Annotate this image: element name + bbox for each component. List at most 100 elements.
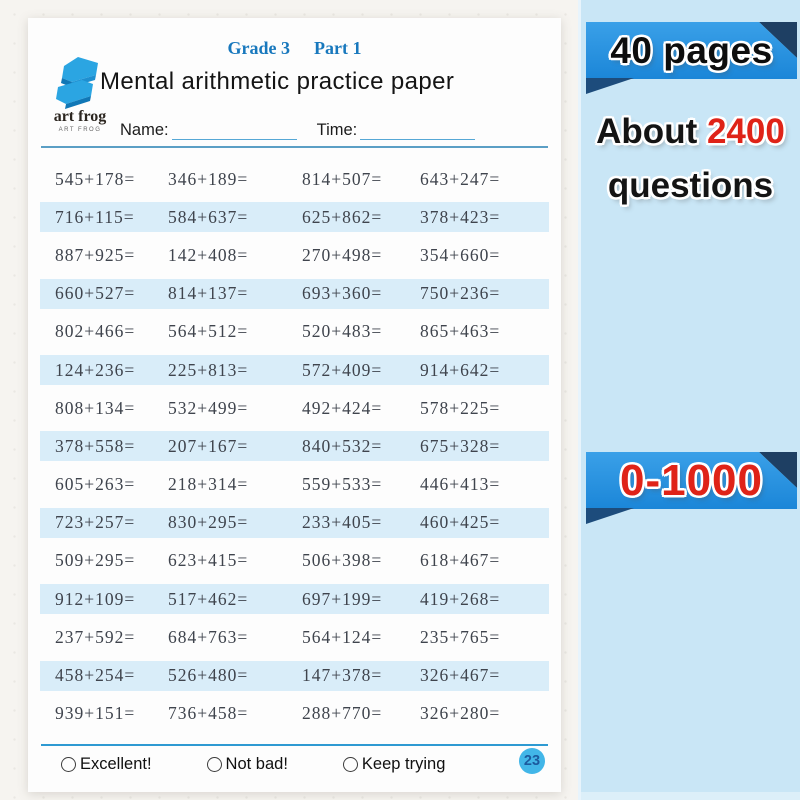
- equation-row: 716+115= 584+637= 625+862= 378+423=: [40, 198, 549, 237]
- question-count: 2400: [706, 112, 785, 151]
- equation-grid: 545+178= 346+189= 814+507= 643+247= 716+…: [40, 160, 549, 733]
- art-frog-logo-icon: [56, 57, 98, 109]
- name-blank-line: [171, 123, 297, 140]
- self-rating-row: Excellent! Not bad! Keep trying: [41, 744, 548, 774]
- equation: 506+398=: [302, 550, 383, 571]
- rating-option: Keep trying: [342, 755, 446, 774]
- equation: 830+295=: [168, 512, 249, 533]
- equation: 559+533=: [302, 474, 383, 495]
- grade-part-heading: Grade 3 Part 1: [28, 38, 561, 59]
- worksheet-page: Grade 3 Part 1 Mental arithmetic practice…: [28, 18, 561, 792]
- equation: 939+151=: [55, 703, 136, 724]
- rating-label: Excellent!: [80, 755, 152, 773]
- ribbon-bottom-fold: [586, 508, 634, 524]
- time-field: Time:: [317, 121, 476, 140]
- equation: 532+499=: [168, 397, 249, 418]
- equation: 814+507=: [302, 168, 383, 189]
- about-questions-line2: questions: [607, 166, 774, 205]
- equation-row: 660+527= 814+137= 693+360= 750+236=: [40, 274, 549, 313]
- equation: 693+360=: [302, 283, 383, 304]
- equation: 225+813=: [168, 359, 249, 380]
- equation: 270+498=: [302, 244, 383, 265]
- equation: 147+378=: [302, 665, 383, 686]
- circle-checkbox-icon: [342, 757, 358, 772]
- equation: 235+765=: [420, 626, 501, 647]
- name-field: Name:: [120, 121, 297, 140]
- rating-label: Not bad!: [225, 755, 288, 773]
- equation: 660+527=: [55, 283, 136, 304]
- equation: 354+660=: [420, 244, 501, 265]
- equation: 564+512=: [168, 321, 249, 342]
- equation: 578+225=: [420, 397, 501, 418]
- equation: 509+295=: [55, 550, 136, 571]
- equation-row: 378+558= 207+167= 840+532= 675+328=: [40, 427, 549, 466]
- equation: 623+415=: [168, 550, 249, 571]
- brand-block: art frog ART FROG: [42, 108, 118, 133]
- ribbon-bottom-fold: [586, 78, 634, 94]
- equation: 326+280=: [420, 703, 501, 724]
- equation: 233+405=: [302, 512, 383, 533]
- equation: 237+592=: [55, 626, 136, 647]
- equation-row: 605+263= 218+314= 559+533= 446+413=: [40, 466, 549, 504]
- part-label: Part 1: [314, 38, 362, 58]
- name-time-row: Name: Time:: [28, 121, 561, 140]
- brand-name: art frog: [53, 108, 107, 125]
- equation: 912+109=: [55, 588, 136, 609]
- rating-label: Keep trying: [361, 755, 446, 773]
- equation: 218+314=: [168, 474, 249, 495]
- rating-option: Excellent!: [61, 755, 152, 774]
- equation: 419+268=: [420, 588, 501, 609]
- ribbon-band: 40 pages: [586, 22, 797, 79]
- equation: 605+263=: [55, 474, 136, 495]
- equation: 584+637=: [168, 206, 249, 227]
- brand-subtext: ART FROG: [58, 127, 102, 133]
- time-label: Time:: [316, 121, 358, 139]
- name-label: Name:: [120, 121, 169, 139]
- equation: 716+115=: [55, 206, 135, 227]
- equation: 684+763=: [168, 626, 249, 647]
- time-blank-line: [360, 123, 476, 140]
- equation: 378+558=: [55, 435, 136, 456]
- equation: 675+328=: [420, 435, 501, 456]
- circle-checkbox-icon: [61, 757, 76, 772]
- pages-banner-text: 40 pages: [610, 29, 773, 71]
- equation: 625+862=: [302, 206, 383, 227]
- equation: 378+423=: [420, 206, 501, 227]
- equation-row: 912+109= 517+462= 697+199= 419+268=: [40, 580, 549, 619]
- equation: 697+199=: [302, 588, 383, 609]
- equation-row: 458+254= 526+480= 147+378= 326+467=: [40, 656, 549, 695]
- equation: 723+257=: [55, 512, 136, 533]
- page-number-badge: 23: [519, 748, 545, 774]
- equation-row: 939+151= 736+458= 288+770= 326+280=: [40, 695, 549, 733]
- grade-label: Grade 3: [227, 38, 291, 58]
- equation: 802+466=: [55, 321, 136, 342]
- rating-option: Not bad!: [206, 755, 288, 774]
- circle-checkbox-icon: [206, 757, 222, 772]
- equation: 346+189=: [168, 168, 249, 189]
- about-questions-line1: About 2400: [581, 112, 800, 152]
- equation-row: 808+134= 532+499= 492+424= 578+225=: [40, 389, 549, 427]
- equation: 814+137=: [168, 283, 249, 304]
- equation-row: 509+295= 623+415= 506+398= 618+467=: [40, 542, 549, 580]
- equation: 840+532=: [302, 435, 383, 456]
- page-title: Mental arithmetic practice paper: [100, 68, 455, 95]
- ribbon-band: 0-1000: [586, 452, 797, 509]
- equation: 643+247=: [420, 168, 501, 189]
- equation: 458+254=: [55, 665, 136, 686]
- equation: 808+134=: [55, 397, 136, 418]
- pages-ribbon: 40 pages: [586, 22, 797, 94]
- equation: 865+463=: [420, 321, 501, 342]
- equation-row: 802+466= 564+512= 520+483= 865+463=: [40, 313, 549, 351]
- equation: 750+236=: [420, 283, 501, 304]
- equation: 618+467=: [420, 550, 501, 571]
- equation-row: 723+257= 830+295= 233+405= 460+425=: [40, 503, 549, 542]
- equation: 572+409=: [302, 359, 383, 380]
- equation: 545+178=: [55, 168, 136, 189]
- equation: 326+467=: [420, 665, 501, 686]
- equation-row: 545+178= 346+189= 814+507= 643+247=: [40, 160, 549, 198]
- equation: 492+424=: [302, 397, 383, 418]
- about-prefix: About: [596, 112, 707, 151]
- equation: 517+462=: [168, 588, 249, 609]
- header-divider: [41, 146, 548, 148]
- equation: 288+770=: [302, 703, 383, 724]
